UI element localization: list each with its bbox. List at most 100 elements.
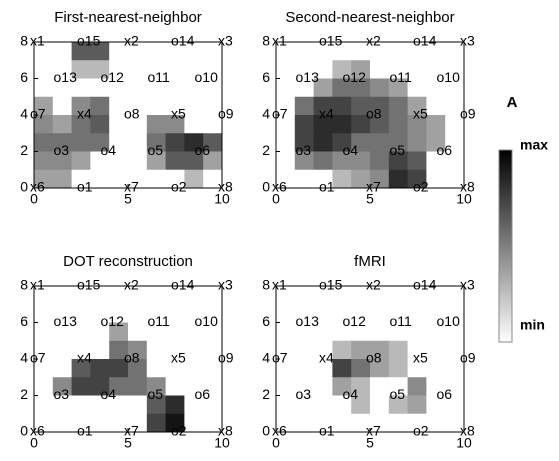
optode-label: x5 — [171, 350, 186, 366]
optode-label: o3 — [296, 386, 312, 402]
heat-cell — [295, 115, 314, 134]
optode-label: o14 — [171, 33, 195, 49]
heat-cell — [332, 359, 351, 378]
y-tick-label: 2 — [262, 386, 270, 402]
y-tick-label: 8 — [20, 277, 28, 293]
heat-cell — [295, 341, 314, 360]
heat-cell — [276, 396, 295, 415]
heat-cell — [426, 359, 445, 378]
optode-label: x5 — [413, 106, 428, 122]
heat-cell — [34, 304, 53, 323]
heat-cell — [147, 414, 166, 433]
optode-label: x4 — [319, 106, 334, 122]
optode-label: o8 — [124, 350, 140, 366]
heat-cell — [90, 341, 109, 360]
optode-label: o14 — [413, 33, 437, 49]
heat-cell — [90, 170, 109, 189]
optode-label: o15 — [77, 277, 101, 293]
optode-label: o13 — [54, 69, 78, 85]
optode-label: o10 — [195, 69, 219, 85]
heat-cell — [147, 286, 166, 305]
y-tick-label: 0 — [20, 179, 28, 195]
y-tick-label: 8 — [262, 33, 270, 49]
heat-cell — [166, 377, 185, 396]
heat-cell — [408, 133, 427, 152]
y-tick-label: 4 — [20, 350, 28, 366]
optode-label: o1 — [319, 179, 335, 195]
optode-label: o7 — [30, 350, 46, 366]
optode-label: o9 — [460, 350, 476, 366]
optode-label: o8 — [366, 350, 382, 366]
heat-cell — [370, 133, 389, 152]
heat-cell — [90, 115, 109, 134]
heat-cell — [34, 396, 53, 415]
heat-cell — [184, 359, 203, 378]
heat-cell — [426, 414, 445, 433]
optode-label: o5 — [390, 142, 406, 158]
heat-cell — [370, 377, 389, 396]
optode-label: x8 — [218, 423, 233, 439]
heat-cell — [53, 341, 72, 360]
y-tick-label: 2 — [20, 142, 28, 158]
optode-label: o5 — [148, 142, 164, 158]
optode-label: o12 — [101, 69, 125, 85]
optode-label: o1 — [77, 423, 93, 439]
heat-cell — [128, 79, 147, 98]
optode-label: o4 — [101, 386, 117, 402]
panel-title: First-nearest-neighbor — [54, 9, 202, 26]
optode-label: o8 — [124, 106, 140, 122]
y-tick-label: 6 — [20, 69, 28, 85]
heat-cell — [276, 377, 295, 396]
heat-cell — [34, 60, 53, 79]
optode-label: o13 — [54, 313, 78, 329]
y-tick-label: 2 — [20, 386, 28, 402]
optode-label: o10 — [195, 313, 219, 329]
optode-label: x7 — [124, 179, 139, 195]
optode-label: x6 — [272, 423, 287, 439]
optode-label: o7 — [272, 106, 288, 122]
optode-label: o12 — [343, 69, 367, 85]
heat-cell — [389, 97, 408, 116]
optode-label: o6 — [437, 142, 453, 158]
optode-label: x3 — [460, 33, 475, 49]
heat-cell — [426, 170, 445, 189]
heat-cell — [332, 341, 351, 360]
optode-label: o4 — [343, 386, 359, 402]
heat-cell — [166, 152, 185, 171]
heat-cell — [276, 323, 295, 342]
heat-cell — [314, 377, 333, 396]
y-tick-label: 4 — [262, 106, 270, 122]
heat-cell — [53, 414, 72, 433]
heat-cell — [147, 97, 166, 116]
panel-title: fMRI — [354, 253, 386, 270]
optode-label: o8 — [366, 106, 382, 122]
heat-cell — [314, 133, 333, 152]
optode-label: x3 — [218, 277, 233, 293]
optode-label: o1 — [319, 423, 335, 439]
heat-cell — [34, 152, 53, 171]
heat-cell — [295, 170, 314, 189]
heat-cell — [128, 304, 147, 323]
heat-cell — [128, 396, 147, 415]
heat-cell — [276, 133, 295, 152]
optode-label: o2 — [413, 423, 429, 439]
optode-label: x7 — [124, 423, 139, 439]
heat-cell — [90, 359, 109, 378]
heat-cell — [90, 414, 109, 433]
y-tick-label: 2 — [262, 142, 270, 158]
heat-cell — [370, 396, 389, 415]
heat-cell — [53, 359, 72, 378]
optode-label: o11 — [390, 313, 413, 329]
optode-label: x1 — [272, 33, 287, 49]
optode-label: o14 — [171, 277, 195, 293]
heat-cell — [128, 133, 147, 152]
optode-label: x1 — [30, 33, 45, 49]
optode-label: x7 — [366, 423, 381, 439]
optode-label: o2 — [171, 423, 187, 439]
optode-label: x7 — [366, 179, 381, 195]
optode-label: o2 — [171, 179, 187, 195]
heat-cell — [184, 97, 203, 116]
optode-label: o9 — [460, 106, 476, 122]
heat-cell — [128, 377, 147, 396]
heat-cell — [370, 60, 389, 79]
